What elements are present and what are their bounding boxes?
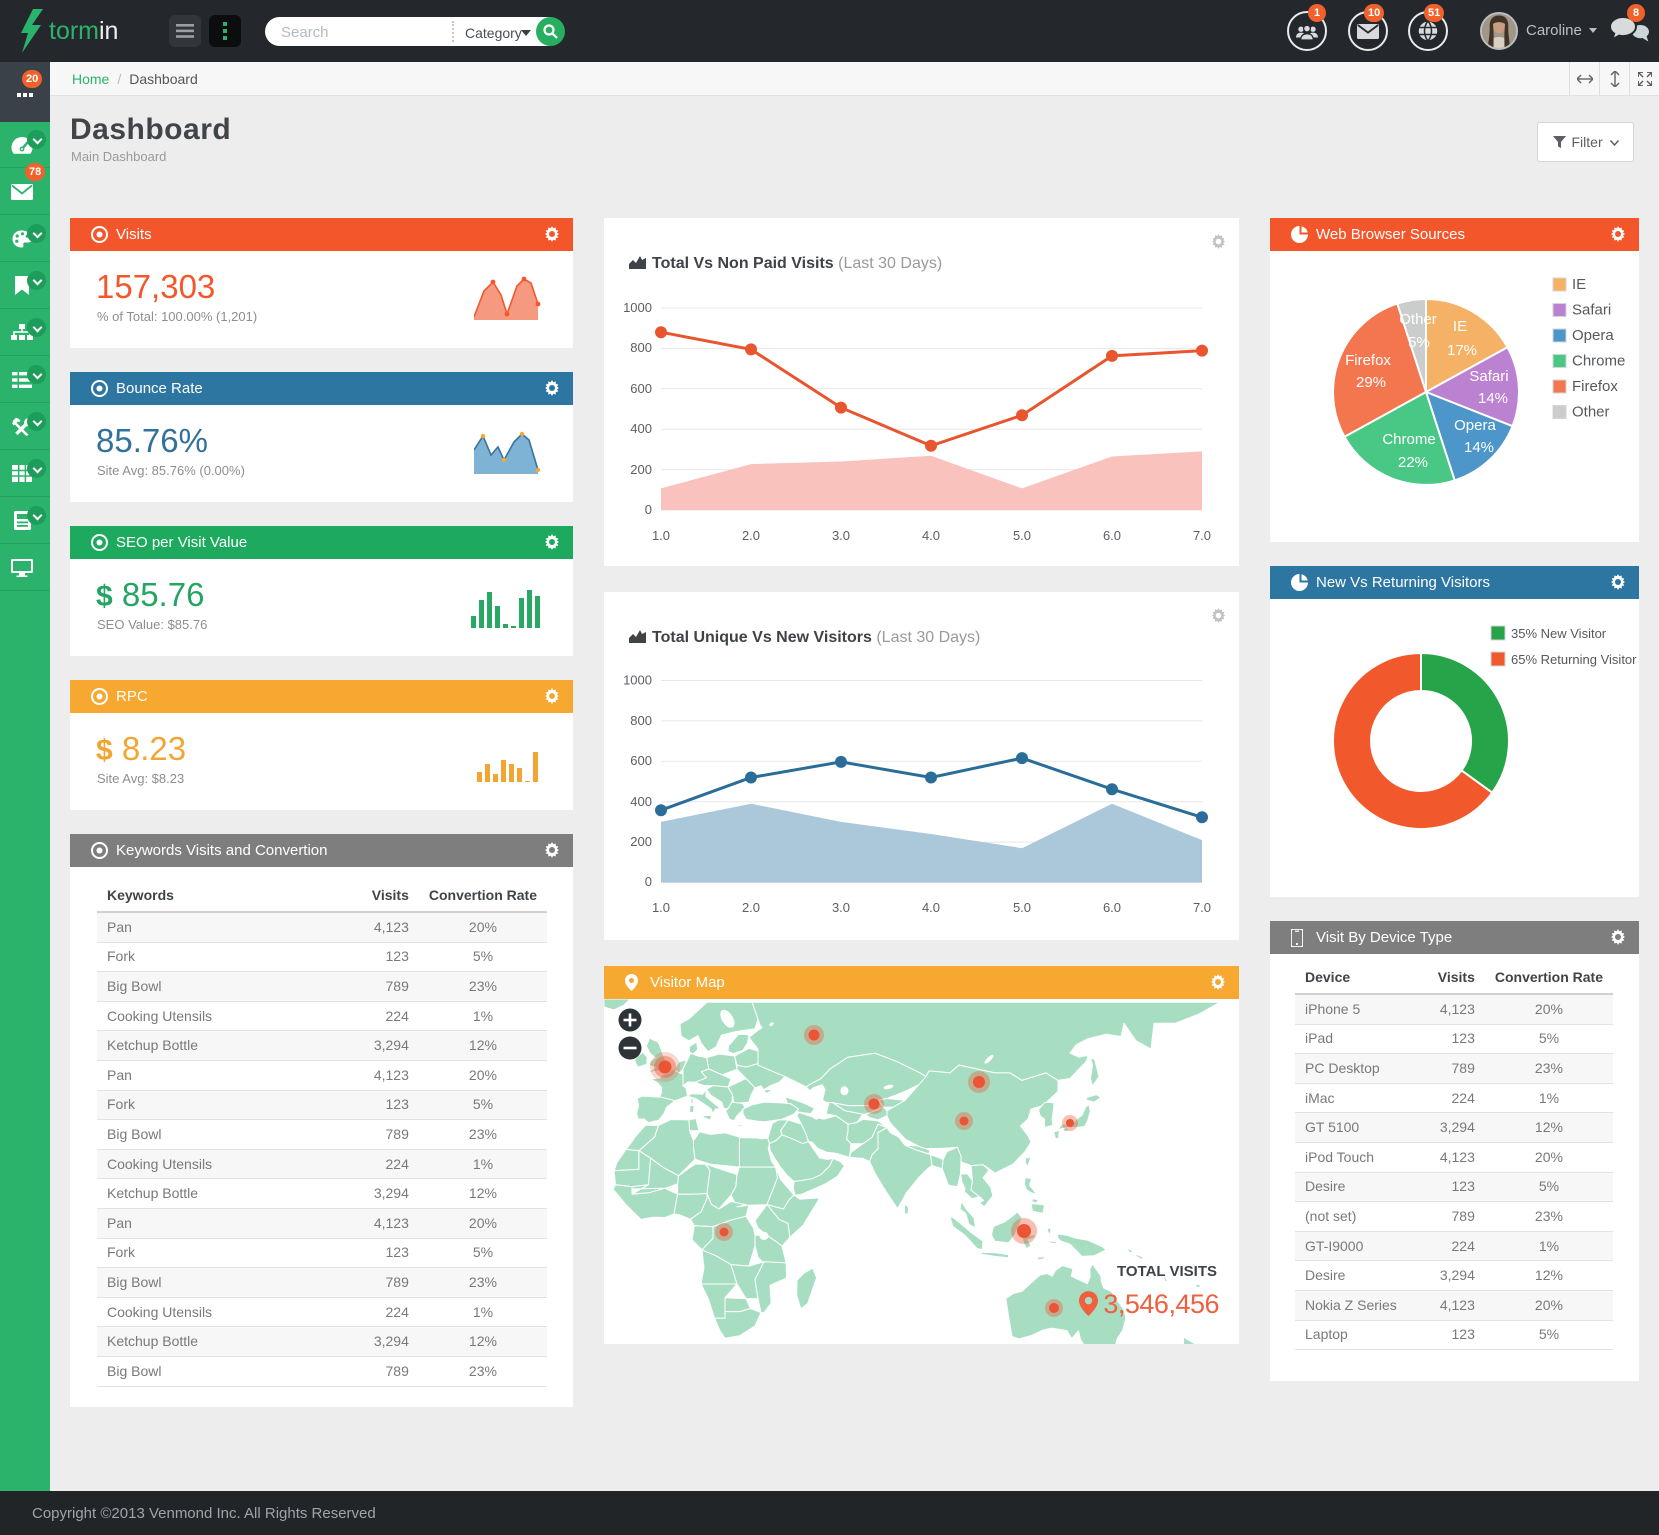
svg-text:Chrome: Chrome xyxy=(1572,353,1625,370)
svg-text:14%: 14% xyxy=(1464,439,1494,456)
svg-text:22%: 22% xyxy=(1398,454,1428,471)
svg-text:400: 400 xyxy=(630,794,652,809)
svg-text:600: 600 xyxy=(630,381,652,396)
svg-text:Firefox: Firefox xyxy=(1345,352,1391,369)
svg-text:2.0: 2.0 xyxy=(742,528,760,543)
svg-text:4.0: 4.0 xyxy=(922,528,940,543)
svg-text:5.0: 5.0 xyxy=(1013,528,1031,543)
svg-text:Chrome: Chrome xyxy=(1382,431,1435,448)
svg-text:6.0: 6.0 xyxy=(1103,528,1121,543)
svg-text:65% Returning Visitor: 65% Returning Visitor xyxy=(1511,652,1637,667)
svg-text:0: 0 xyxy=(645,874,652,889)
svg-text:Safari: Safari xyxy=(1469,368,1508,385)
svg-text:17%: 17% xyxy=(1447,342,1477,359)
svg-text:7.0: 7.0 xyxy=(1193,528,1211,543)
svg-text:Other: Other xyxy=(1572,404,1610,421)
svg-text:Firefox: Firefox xyxy=(1572,378,1618,395)
svg-text:200: 200 xyxy=(630,834,652,849)
svg-text:5.0: 5.0 xyxy=(1013,900,1031,915)
svg-text:1.0: 1.0 xyxy=(652,900,670,915)
svg-text:Opera: Opera xyxy=(1454,417,1496,434)
svg-text:1.0: 1.0 xyxy=(652,528,670,543)
svg-text:800: 800 xyxy=(630,713,652,728)
svg-text:200: 200 xyxy=(630,462,652,477)
svg-text:1000: 1000 xyxy=(623,300,652,315)
svg-text:6.0: 6.0 xyxy=(1103,900,1121,915)
svg-text:14%: 14% xyxy=(1478,390,1508,407)
svg-text:7.0: 7.0 xyxy=(1193,900,1211,915)
svg-text:5%: 5% xyxy=(1408,334,1430,351)
svg-text:800: 800 xyxy=(630,340,652,355)
svg-text:Opera: Opera xyxy=(1572,327,1614,344)
svg-text:IE: IE xyxy=(1572,276,1586,293)
svg-text:IE: IE xyxy=(1453,318,1467,335)
svg-text:29%: 29% xyxy=(1356,374,1386,391)
svg-text:400: 400 xyxy=(630,421,652,436)
svg-text:4.0: 4.0 xyxy=(922,900,940,915)
svg-text:Safari: Safari xyxy=(1572,302,1611,319)
svg-text:3.0: 3.0 xyxy=(832,528,850,543)
svg-text:600: 600 xyxy=(630,753,652,768)
svg-text:Other: Other xyxy=(1399,311,1437,328)
svg-text:1000: 1000 xyxy=(623,673,652,688)
svg-text:0: 0 xyxy=(645,502,652,517)
svg-text:35% New Visitor: 35% New Visitor xyxy=(1511,626,1607,641)
svg-text:2.0: 2.0 xyxy=(742,900,760,915)
svg-text:3.0: 3.0 xyxy=(832,900,850,915)
